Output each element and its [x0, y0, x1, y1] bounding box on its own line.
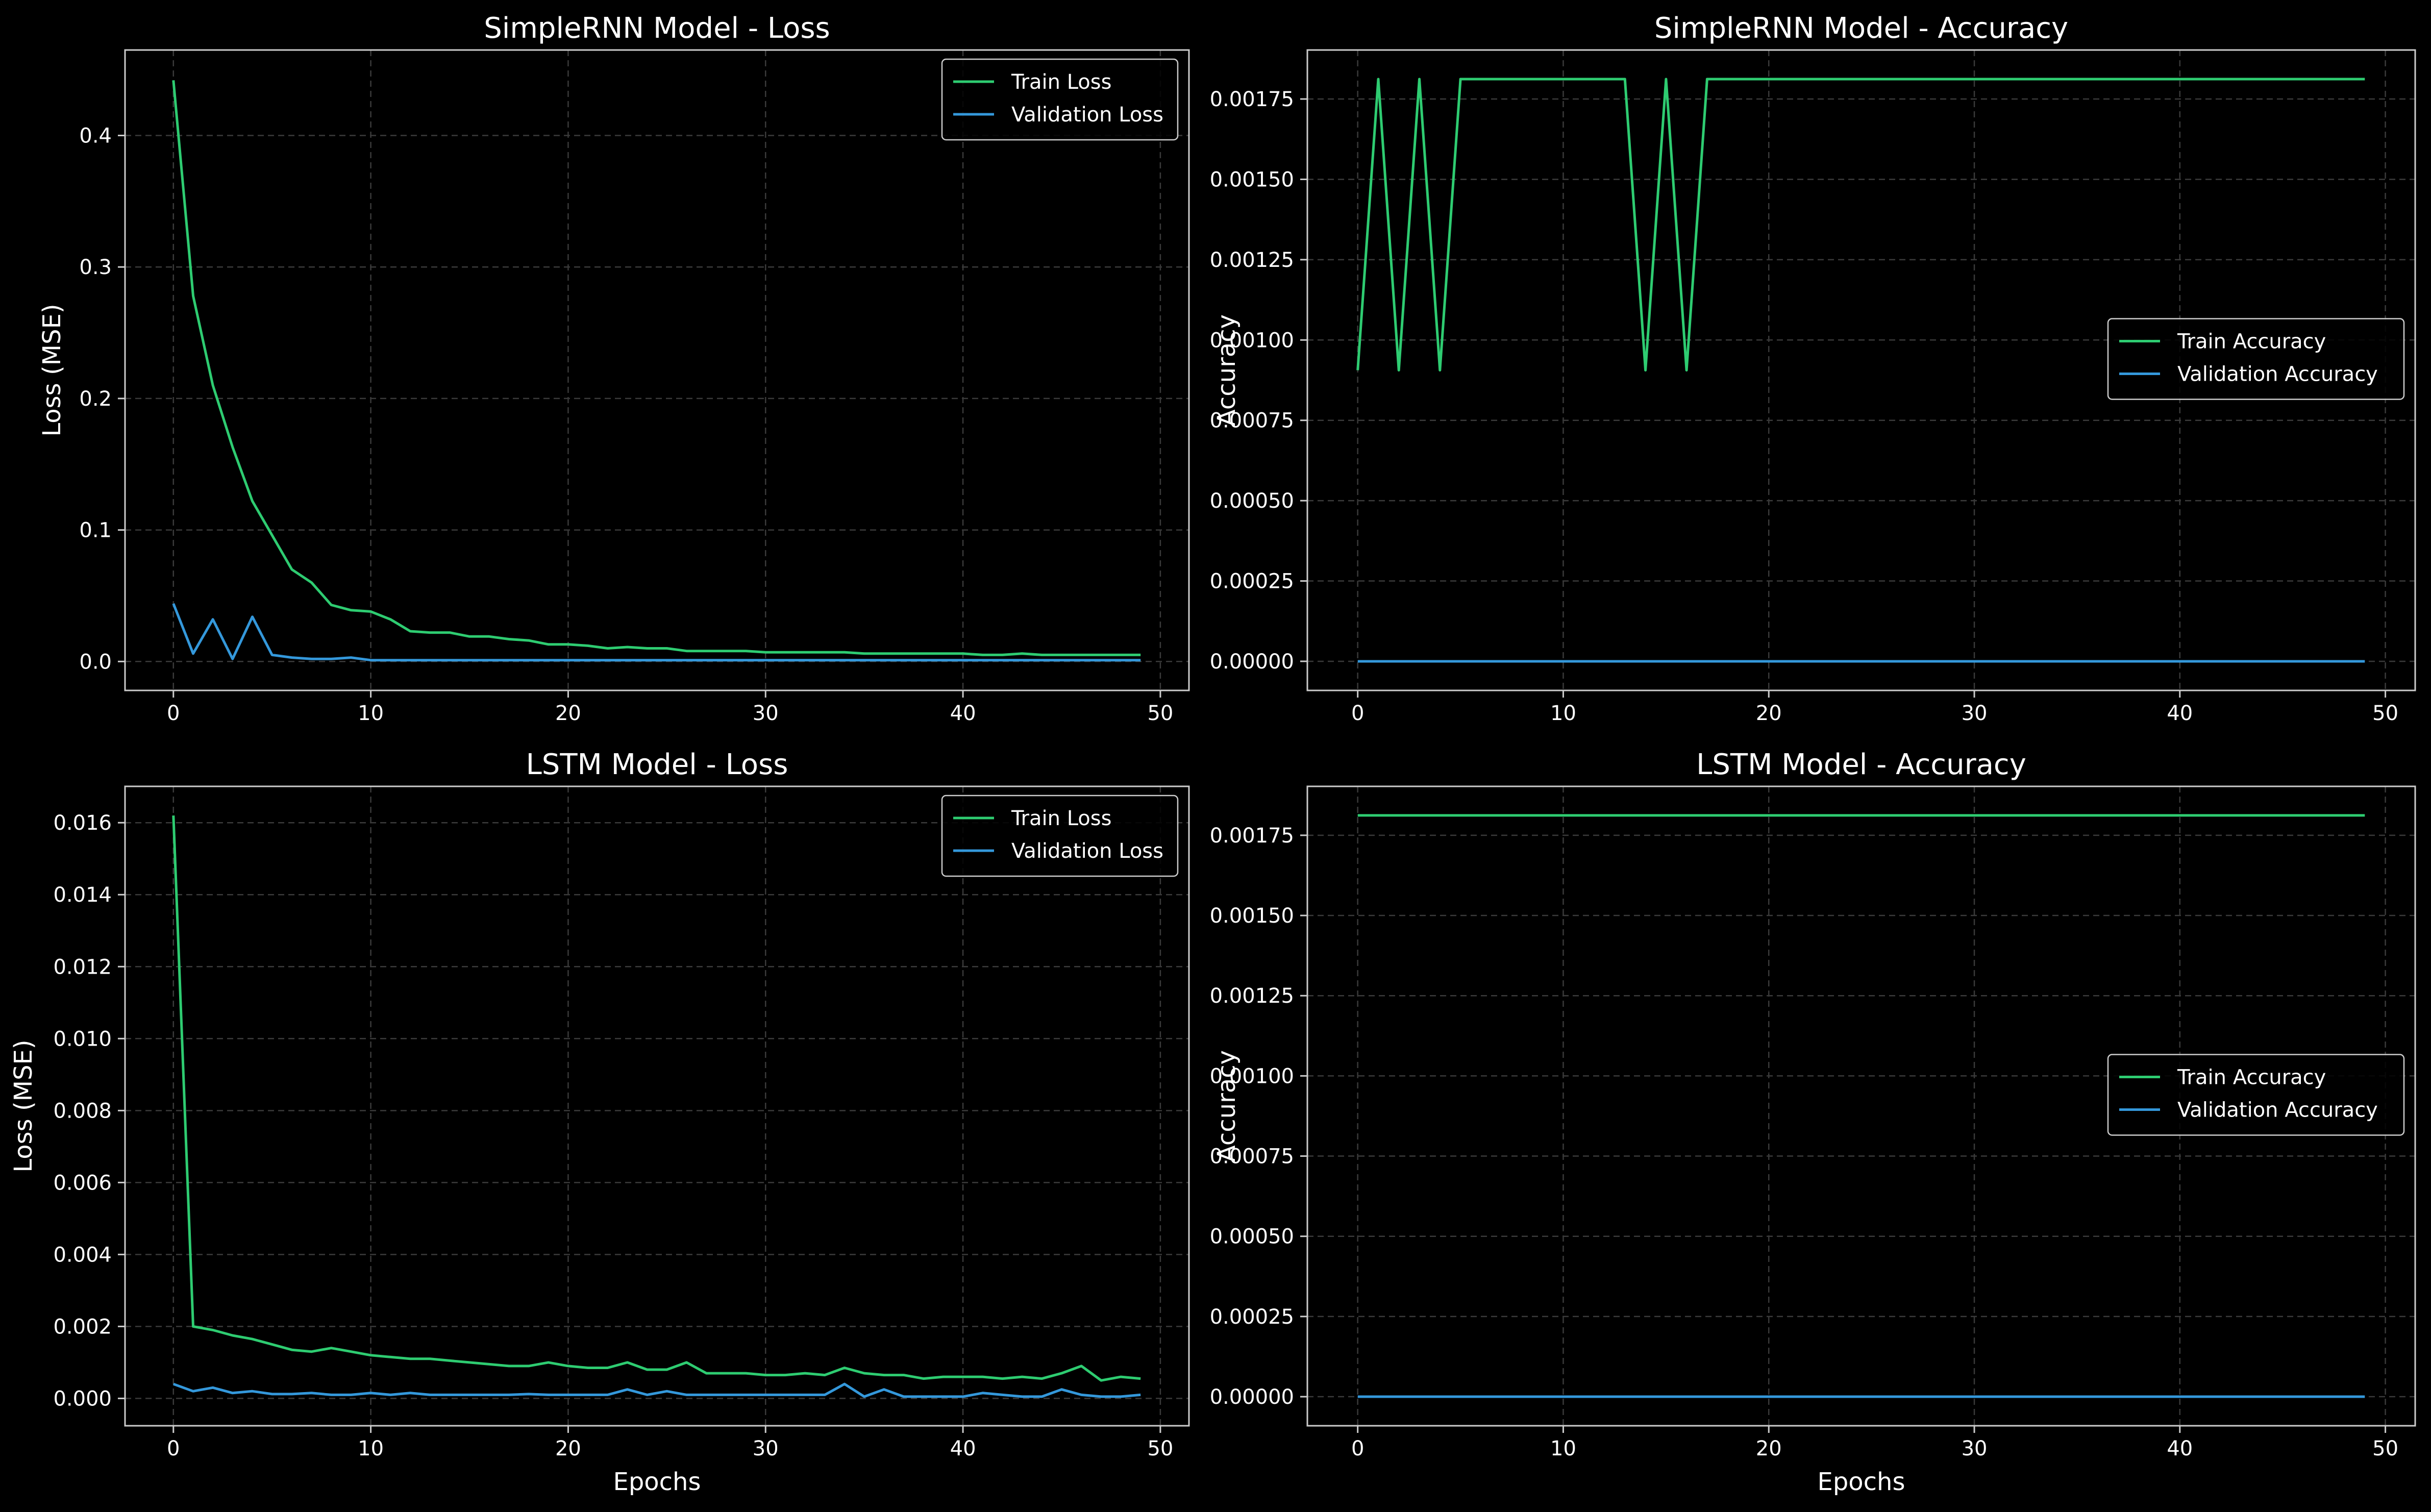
- legend: Train Accuracy Validation Accuracy: [2107, 318, 2405, 400]
- x-tick-label: 0: [1351, 1437, 1364, 1460]
- y-tick-label: 0.00125: [1210, 249, 1294, 272]
- axes-frame: [124, 785, 1190, 1427]
- chart-title: LSTM Model - Accuracy: [1696, 748, 2026, 781]
- legend-label: Validation Loss: [1011, 103, 1163, 127]
- x-tick-label: 20: [555, 1437, 581, 1460]
- x-tick-label: 10: [358, 702, 384, 725]
- x-axis-label: Epochs: [613, 1468, 701, 1496]
- y-tick-label: 0.00025: [1210, 570, 1294, 593]
- legend-label: Train Loss: [1011, 807, 1111, 830]
- y-tick-label: 0.010: [53, 1027, 112, 1051]
- legend: Train Loss Validation Loss: [941, 58, 1179, 141]
- legend-label: Train Loss: [1011, 70, 1111, 94]
- y-tick-label: 0.0: [79, 650, 112, 674]
- legend-label: Train Accuracy: [2177, 330, 2326, 354]
- y-axis-label: Accuracy: [1212, 314, 1241, 426]
- y-tick-label: 0.006: [53, 1171, 112, 1195]
- x-tick-label: 40: [2167, 702, 2193, 725]
- series-line-validation-loss: [172, 1382, 1141, 1398]
- legend: Train Accuracy Validation Accuracy: [2107, 1054, 2405, 1136]
- y-tick-label: 0.00075: [1210, 1145, 1294, 1169]
- y-tick-label: 0.00075: [1210, 409, 1294, 433]
- y-tick-label: 0.1: [79, 519, 112, 542]
- y-axis-label: Loss (MSE): [9, 1039, 38, 1172]
- legend-label: Train Accuracy: [2177, 1066, 2326, 1089]
- y-tick-label: 0.00025: [1210, 1305, 1294, 1329]
- y-tick-label: 0.00125: [1210, 984, 1294, 1008]
- chart-title: SimpleRNN Model - Loss: [484, 12, 830, 45]
- series-line-train-accuracy: [1356, 78, 2365, 371]
- x-axis-label: Epochs: [1818, 1468, 1905, 1496]
- x-tick-label: 50: [2372, 702, 2398, 725]
- y-tick-label: 0.00050: [1210, 1225, 1294, 1249]
- chart-panel-1: 0 10 20 30 40 50 0.0 0.1 0.2 0.3 0.4 SimpleRNN Mode…: [38, 12, 1190, 725]
- y-tick-label: 0.3: [79, 256, 112, 279]
- x-tick-label: 10: [1550, 702, 1576, 725]
- axes-frame: [1306, 785, 2416, 1427]
- legend-box: [941, 795, 1179, 877]
- x-tick-label: 0: [1351, 702, 1364, 725]
- y-tick-label: 0.00100: [1210, 1064, 1294, 1088]
- x-tick-label: 30: [1962, 702, 1988, 725]
- y-tick-label: 0.016: [53, 811, 112, 835]
- chart-panel-4: 0 10 20 30 40 50 0.00000 0.00025 0.00050 0.00075 0…: [1210, 748, 2416, 1496]
- axes-frame: [1306, 49, 2416, 691]
- legend-label: Validation Accuracy: [2177, 1099, 2378, 1122]
- y-tick-label: 0.002: [53, 1315, 112, 1339]
- x-tick-label: 40: [950, 702, 976, 725]
- y-axis-label: Accuracy: [1212, 1050, 1241, 1162]
- y-tick-label: 0.2: [79, 387, 112, 411]
- chart-panel-3: 0 10 20 30 40 50 0.000 0.002 0.004 0.006 0.008 0.01…: [9, 748, 1190, 1496]
- legend-label: Validation Accuracy: [2177, 363, 2378, 386]
- x-tick-label: 20: [1756, 1437, 1782, 1460]
- chart-title: LSTM Model - Loss: [526, 748, 788, 781]
- x-tick-label: 10: [358, 1437, 384, 1460]
- y-tick-label: 0.00000: [1210, 650, 1294, 674]
- x-tick-label: 10: [1550, 1437, 1576, 1460]
- y-tick-label: 0.00100: [1210, 329, 1294, 352]
- y-tick-label: 0.00175: [1210, 824, 1294, 848]
- y-tick-label: 0.014: [53, 883, 112, 907]
- x-tick-label: 40: [2167, 1437, 2193, 1460]
- x-tick-label: 50: [2372, 1437, 2398, 1460]
- y-tick-label: 0.00150: [1210, 168, 1294, 191]
- x-tick-label: 20: [1756, 702, 1782, 725]
- x-tick-label: 0: [167, 1437, 180, 1460]
- x-tick-label: 0: [167, 702, 180, 725]
- y-tick-label: 0.008: [53, 1099, 112, 1123]
- legend-box: [2107, 318, 2405, 400]
- y-tick-label: 0.00175: [1210, 88, 1294, 111]
- y-axis-label: Loss (MSE): [38, 304, 66, 436]
- x-tick-label: 40: [950, 1437, 976, 1460]
- chart-panel-2: 0 10 20 30 40 50 0.00000 0.00025 0.00050 0.00075 0…: [1210, 12, 2416, 725]
- series-line-validation-loss: [172, 603, 1141, 662]
- y-tick-label: 0.000: [53, 1387, 112, 1410]
- x-tick-label: 30: [753, 702, 779, 725]
- x-tick-label: 20: [555, 702, 581, 725]
- y-tick-label: 0.4: [79, 125, 112, 148]
- y-tick-label: 0.00000: [1210, 1385, 1294, 1409]
- x-tick-label: 30: [1962, 1437, 1988, 1460]
- legend: Train Loss Validation Loss: [941, 795, 1179, 877]
- legend-label: Validation Loss: [1011, 839, 1163, 863]
- chart-title: SimpleRNN Model - Accuracy: [1654, 12, 2068, 45]
- series-line-train-loss: [172, 80, 1141, 656]
- x-tick-label: 50: [1147, 702, 1173, 725]
- legend-box: [2107, 1054, 2405, 1136]
- series-line-train-loss: [172, 815, 1141, 1382]
- y-tick-label: 0.004: [53, 1243, 112, 1267]
- x-tick-label: 50: [1147, 1437, 1173, 1460]
- y-tick-label: 0.00050: [1210, 489, 1294, 513]
- y-tick-label: 0.012: [53, 955, 112, 979]
- axes-frame: [124, 49, 1190, 691]
- x-tick-label: 30: [753, 1437, 779, 1460]
- legend-box: [941, 58, 1179, 141]
- y-tick-label: 0.00150: [1210, 904, 1294, 928]
